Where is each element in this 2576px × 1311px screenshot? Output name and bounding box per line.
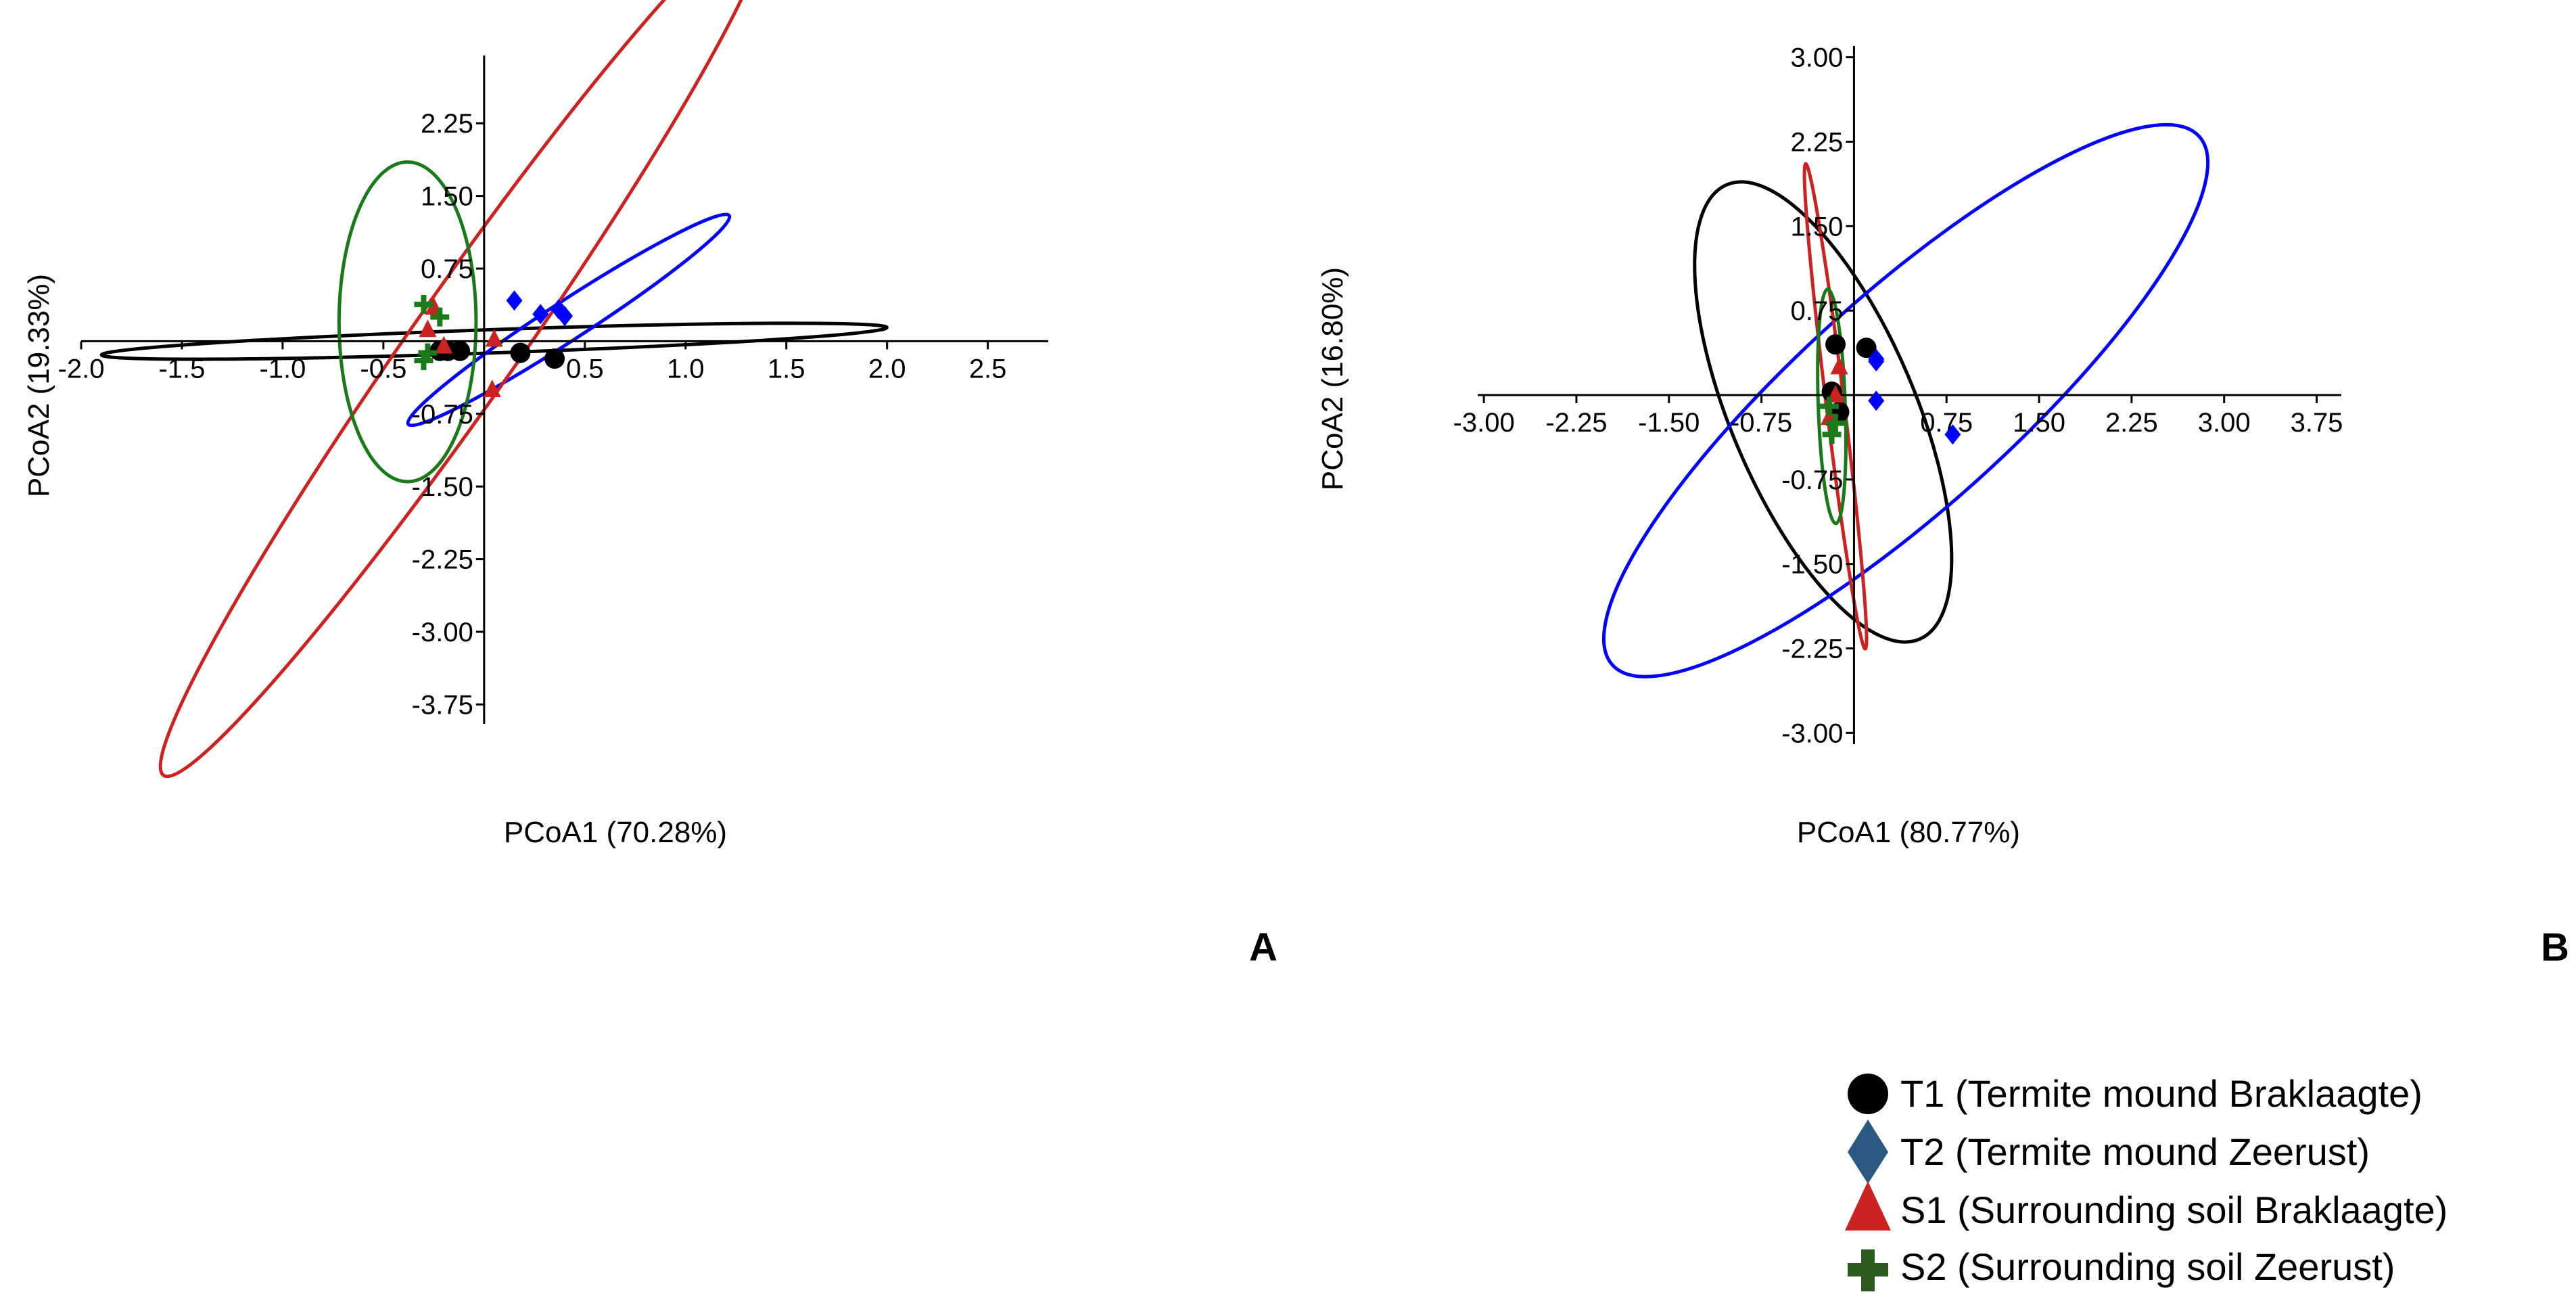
panel-b-y-tick-label: -3.00 <box>1781 718 1843 748</box>
panel-b-y-tick-label: -0.75 <box>1781 465 1843 495</box>
panel-b-x-tick-label: 3.75 <box>2291 408 2343 438</box>
panel-b-x-tick-label: 2.25 <box>2105 408 2158 438</box>
panel-a-point-s2 <box>430 307 450 327</box>
panel-a-y-tick-label: -2.25 <box>412 545 473 575</box>
legend: T1 (Termite mound Braklaagte) T2 (Termit… <box>1845 1072 2448 1291</box>
panel-a-point-s2 <box>414 351 434 371</box>
panel-a-x-axis-label: PCoA1 (70.28%) <box>504 816 727 849</box>
legend-label-t2: T2 (Termite mound Zeerust) <box>1900 1130 2370 1173</box>
legend-item-s2: S2 (Surrounding soil Zeerust) <box>1848 1245 2395 1291</box>
panel-a-x-tick-label: -0.5 <box>360 354 406 384</box>
legend-marker-s2 <box>1848 1249 1888 1291</box>
legend-label-s1: S1 (Surrounding soil Braklaagte) <box>1900 1189 2448 1231</box>
legend-label-s2: S2 (Surrounding soil Zeerust) <box>1900 1245 2395 1288</box>
panel-b-point-t1 <box>1856 338 1877 359</box>
panel-a-point-s1 <box>483 380 501 397</box>
panel-b-x-tick-label: 3.00 <box>2198 408 2251 438</box>
legend-item-t1: T1 (Termite mound Braklaagte) <box>1848 1072 2422 1115</box>
panel-b-point-s1 <box>1830 356 1848 375</box>
panel-a-point-t1 <box>510 342 531 363</box>
panel-a-x-tick-label: 1.0 <box>667 354 705 384</box>
panel-a-x-tick-label: 0.5 <box>566 354 604 384</box>
panel-a-plot: -2.0 -1.5 -1.0 -0.5 0.5 1.0 1.5 2.0 2.5 2.25 1.50 0… <box>58 0 1048 779</box>
panel-b-ellipse-t1 <box>1693 180 1954 644</box>
panel-b-x-tick-label: -3.00 <box>1453 408 1515 438</box>
panel-b-point-t2 <box>1944 424 1961 445</box>
panel-a-ellipse-t1 <box>99 321 889 361</box>
panel-a-point-t2 <box>532 304 549 325</box>
panel-b-x-axis-label: PCoA1 (80.77%) <box>1797 816 2020 849</box>
panel-b-y-axis-label: PCoA2 (16.80%) <box>1316 267 1349 490</box>
panel-b-point-t1 <box>1825 334 1846 355</box>
panel-b-plot: -3.00 -2.25 -1.50 -0.75 0.75 1.50 2.25 3.00 3.75… <box>1453 43 2343 749</box>
panel-b: -3.00 -2.25 -1.50 -0.75 0.75 1.50 2.25 3.00 3.75… <box>1316 43 2569 969</box>
panel-a-x-tick-label: 2.0 <box>868 354 906 384</box>
panel-b-point-s2 <box>1819 396 1839 416</box>
panel-a-ellipse-s2 <box>337 160 478 484</box>
panel-b-point-t2 <box>1868 390 1885 411</box>
panel-a-x-tick-label: 2.5 <box>969 354 1007 384</box>
panel-a-point-s1 <box>485 329 503 347</box>
panel-a-point-t1 <box>450 340 471 361</box>
panel-a-x-tick-label: -1.0 <box>259 354 306 384</box>
legend-marker-t1 <box>1848 1074 1888 1114</box>
legend-item-t2: T2 (Termite mound Zeerust) <box>1848 1120 2370 1184</box>
panel-a-ellipse-s1 <box>158 0 770 779</box>
panel-b-point-s2 <box>1822 425 1842 444</box>
panel-b-y-tick-label: 0.75 <box>1791 296 1844 326</box>
panel-b-y-tick-label: 2.25 <box>1791 127 1844 157</box>
panel-b-x-tick-label: 1.50 <box>2013 408 2065 438</box>
panel-a-x-tick-label: -1.5 <box>158 354 205 384</box>
panel-a-x-tick-label: 1.5 <box>768 354 805 384</box>
panel-b-label: B <box>2541 925 2569 969</box>
panel-a-label: A <box>1249 925 1278 969</box>
panel-a-y-tick-label: -3.00 <box>412 618 473 647</box>
legend-marker-s1 <box>1845 1181 1891 1230</box>
panel-a-y-axis-label: PCoA2 (19.33%) <box>22 274 55 497</box>
legend-marker-t2 <box>1848 1120 1888 1184</box>
panel-a-point-t2 <box>557 306 573 327</box>
panel-a-y-tick-label: 0.75 <box>421 254 473 284</box>
panel-b-x-tick-label: -0.75 <box>1731 408 1792 438</box>
panel-a-y-tick-label: -3.75 <box>412 690 473 720</box>
panel-a-y-tick-label: -1.50 <box>412 472 473 502</box>
panel-a-point-s2 <box>418 343 438 363</box>
panel-a-y-tick-label: -0.75 <box>412 400 473 430</box>
panel-a-y-tick-label: 1.50 <box>421 182 473 212</box>
panel-b-y-tick-label: 1.50 <box>1791 212 1844 242</box>
panel-a-x-tick-label: -2.0 <box>58 354 105 384</box>
panel-b-x-tick-label: -1.50 <box>1638 408 1700 438</box>
panel-a: -2.0 -1.5 -1.0 -0.5 0.5 1.0 1.5 2.0 2.5 2.25 1.50 0… <box>22 0 1278 969</box>
panel-a-y-tick-label: 2.25 <box>421 109 473 139</box>
panel-b-y-tick-label: 3.00 <box>1791 43 1844 73</box>
legend-item-s1: S1 (Surrounding soil Braklaagte) <box>1845 1181 2448 1231</box>
panel-a-point-s2 <box>414 294 434 314</box>
panel-a-point-t2 <box>506 290 523 311</box>
legend-label-t1: T1 (Termite mound Braklaagte) <box>1900 1072 2422 1115</box>
panel-a-point-s1 <box>435 336 453 354</box>
panel-b-y-tick-label: -1.50 <box>1781 550 1843 580</box>
panel-a-point-s1 <box>419 319 437 338</box>
panel-a-point-t1 <box>544 348 565 369</box>
panel-b-point-s2 <box>1826 413 1846 433</box>
panel-b-y-tick-label: -2.25 <box>1781 635 1843 664</box>
panel-b-point-t2 <box>1868 351 1885 372</box>
panel-b-x-tick-label: -2.25 <box>1545 408 1607 438</box>
